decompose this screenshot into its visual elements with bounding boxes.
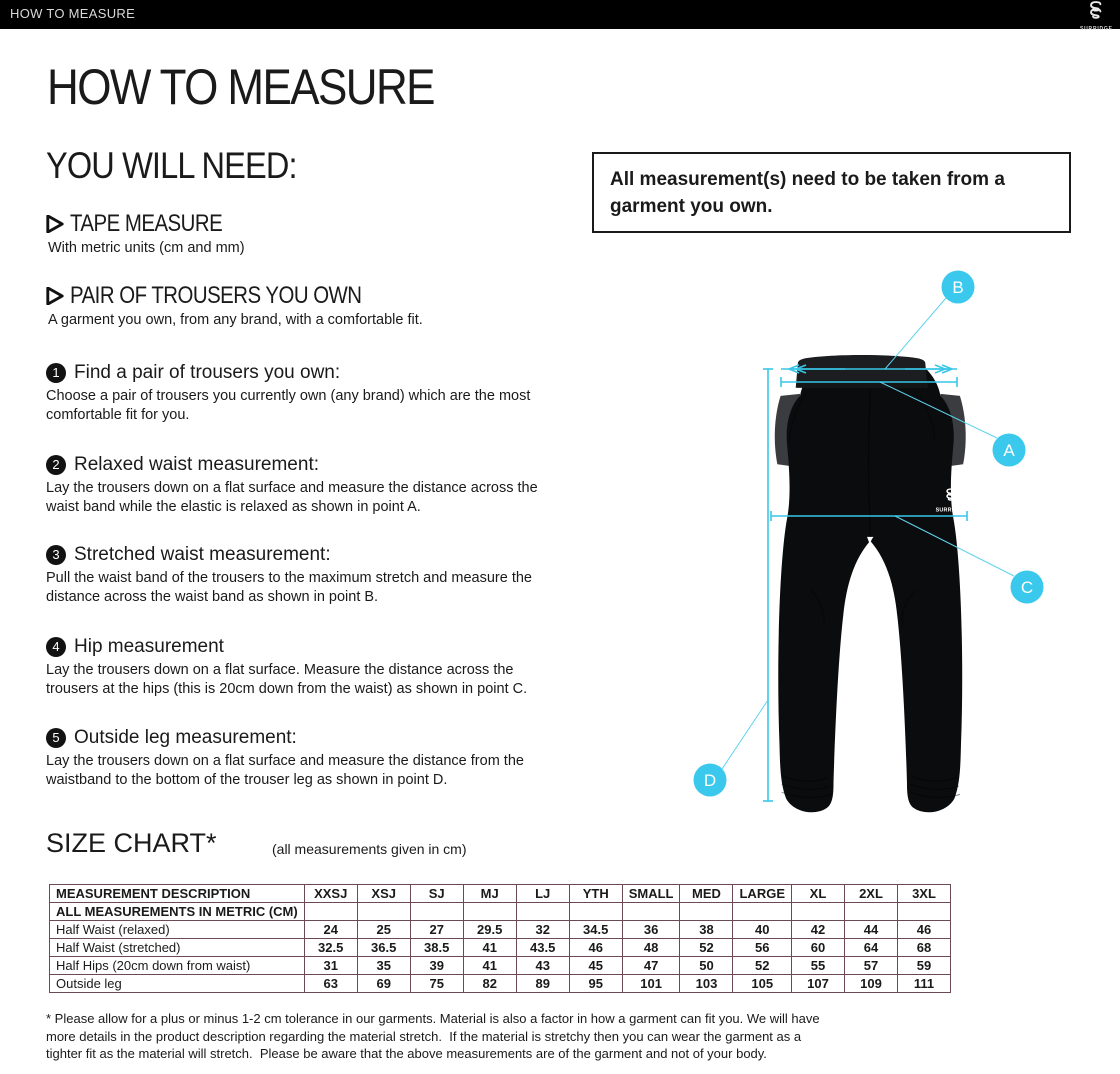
svg-text:C: C	[1021, 578, 1033, 597]
svg-text:B: B	[952, 278, 963, 297]
svg-text:A: A	[1003, 441, 1015, 460]
svg-text:D: D	[704, 771, 716, 790]
